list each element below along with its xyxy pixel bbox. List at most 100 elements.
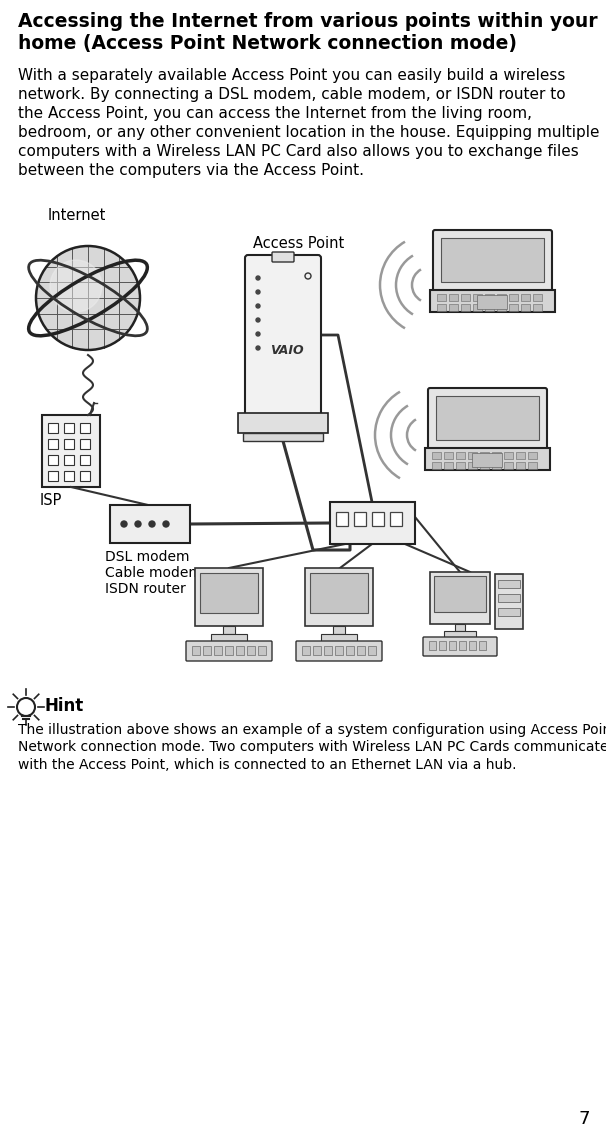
Bar	[192, 646, 200, 655]
Bar	[468, 461, 477, 468]
Bar	[425, 448, 550, 470]
Text: network. By connecting a DSL modem, cable modem, or ISDN router to: network. By connecting a DSL modem, cabl…	[18, 87, 565, 103]
Bar	[258, 646, 266, 655]
Bar	[335, 646, 343, 655]
Bar	[461, 294, 470, 301]
FancyBboxPatch shape	[423, 637, 497, 656]
Text: Network connection mode. Two computers with Wireless LAN PC Cards communicate: Network connection mode. Two computers w…	[18, 740, 606, 754]
Bar	[521, 304, 530, 311]
Bar	[64, 472, 74, 481]
Bar	[459, 641, 466, 650]
Bar	[346, 646, 354, 655]
Bar	[469, 641, 476, 650]
Bar	[473, 294, 482, 301]
Bar	[456, 451, 465, 459]
Circle shape	[256, 290, 260, 294]
Bar	[333, 626, 345, 634]
Bar	[485, 304, 494, 311]
Bar	[437, 294, 446, 301]
Bar	[64, 423, 74, 433]
Bar	[368, 646, 376, 655]
Bar	[480, 461, 489, 468]
Bar	[390, 513, 402, 526]
Text: computers with a Wireless LAN PC Card also allows you to exchange files: computers with a Wireless LAN PC Card al…	[18, 144, 579, 159]
Text: the Access Point, you can access the Internet from the living room,: the Access Point, you can access the Int…	[18, 106, 532, 121]
Text: bedroom, or any other convenient location in the house. Equipping multiple: bedroom, or any other convenient locatio…	[18, 125, 599, 140]
Bar	[200, 573, 258, 613]
Bar	[243, 433, 323, 441]
Bar	[449, 304, 458, 311]
FancyBboxPatch shape	[433, 230, 552, 292]
Bar	[432, 451, 441, 459]
Text: home (Access Point Network connection mode): home (Access Point Network connection mo…	[18, 34, 517, 54]
Circle shape	[256, 331, 260, 336]
Text: Internet: Internet	[48, 208, 107, 223]
Bar	[64, 439, 74, 449]
Text: DSL modem
Cable modem
ISDN router: DSL modem Cable modem ISDN router	[105, 550, 202, 597]
Bar	[441, 238, 544, 281]
Bar	[310, 573, 368, 613]
Text: with the Access Point, which is connected to an Ethernet LAN via a hub.: with the Access Point, which is connecte…	[18, 757, 516, 772]
Bar	[498, 608, 520, 616]
FancyBboxPatch shape	[272, 252, 294, 262]
Bar	[354, 513, 366, 526]
Bar	[430, 289, 555, 312]
Bar	[456, 461, 465, 468]
Bar	[302, 646, 310, 655]
Bar	[195, 568, 263, 626]
Bar	[324, 646, 332, 655]
Bar	[472, 452, 502, 467]
Bar	[444, 451, 453, 459]
Circle shape	[256, 276, 260, 280]
Bar	[225, 646, 233, 655]
Bar	[48, 439, 58, 449]
Bar	[468, 451, 477, 459]
Bar	[110, 505, 190, 543]
Bar	[313, 646, 321, 655]
Bar	[439, 641, 446, 650]
Bar	[203, 646, 211, 655]
FancyBboxPatch shape	[428, 388, 547, 450]
Bar	[461, 304, 470, 311]
Bar	[80, 423, 90, 433]
Bar	[444, 631, 476, 637]
Bar	[497, 304, 506, 311]
Circle shape	[36, 246, 140, 350]
Text: With a separately available Access Point you can easily build a wireless: With a separately available Access Point…	[18, 68, 565, 83]
Text: Hint: Hint	[44, 697, 83, 715]
Bar	[321, 634, 357, 641]
Bar	[429, 641, 436, 650]
Bar	[80, 472, 90, 481]
Bar	[247, 646, 255, 655]
Text: ISP: ISP	[40, 493, 62, 508]
Bar	[521, 294, 530, 301]
Bar	[533, 304, 542, 311]
Bar	[516, 461, 525, 468]
Bar	[432, 461, 441, 468]
Bar	[449, 294, 458, 301]
Bar	[48, 423, 58, 433]
Circle shape	[256, 318, 260, 322]
Bar	[48, 454, 58, 465]
Bar	[528, 461, 537, 468]
Bar	[330, 502, 415, 544]
Bar	[516, 451, 525, 459]
Bar	[336, 513, 348, 526]
Bar	[449, 641, 456, 650]
Bar	[214, 646, 222, 655]
Bar	[533, 294, 542, 301]
Bar	[477, 295, 507, 309]
Circle shape	[256, 304, 260, 308]
Bar	[495, 574, 523, 629]
Text: between the computers via the Access Point.: between the computers via the Access Poi…	[18, 163, 364, 178]
Bar	[211, 634, 247, 641]
FancyBboxPatch shape	[245, 255, 321, 416]
Bar	[236, 646, 244, 655]
Bar	[504, 461, 513, 468]
Bar	[504, 451, 513, 459]
Bar	[498, 595, 520, 603]
Bar	[357, 646, 365, 655]
Circle shape	[50, 260, 102, 312]
Bar	[430, 572, 490, 624]
Bar	[305, 568, 373, 626]
